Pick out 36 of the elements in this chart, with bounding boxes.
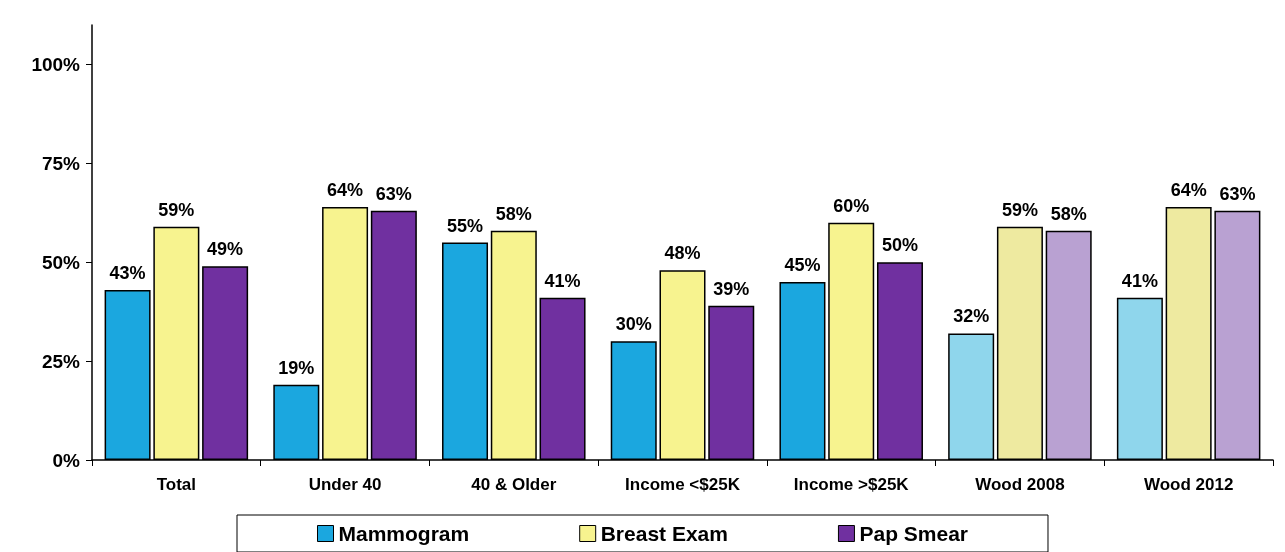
x-tick-label: 40 & Older bbox=[471, 475, 557, 494]
data-label: 59% bbox=[1001, 199, 1038, 220]
data-label: 45% bbox=[784, 255, 821, 276]
x-tick-label: Income <$25K bbox=[625, 475, 741, 494]
data-label: 30% bbox=[615, 314, 652, 335]
data-label: 32% bbox=[953, 306, 990, 327]
data-label: 49% bbox=[207, 239, 244, 260]
data-label: 41% bbox=[544, 270, 581, 291]
legend-label: Breast Exam bbox=[600, 522, 728, 545]
data-label: 43% bbox=[109, 262, 146, 283]
data-label: 60% bbox=[833, 195, 870, 216]
data-label: 63% bbox=[1219, 183, 1256, 204]
data-label: 50% bbox=[881, 235, 918, 256]
data-label: 48% bbox=[664, 243, 701, 264]
legend-label: Pap Smear bbox=[859, 522, 968, 545]
data-label: 41% bbox=[1121, 270, 1158, 291]
x-tick-label: Wood 2008 bbox=[975, 475, 1065, 494]
data-label: 58% bbox=[1050, 203, 1087, 224]
data-label: 19% bbox=[278, 357, 315, 378]
y-tick-label: 100% bbox=[31, 54, 81, 76]
data-label: 59% bbox=[158, 199, 195, 220]
x-tick-label: Income >$25K bbox=[793, 475, 910, 494]
x-tick-label: Under 40 bbox=[308, 475, 382, 494]
data-label: 55% bbox=[447, 215, 484, 236]
x-tick-label: Total bbox=[156, 475, 197, 494]
y-tick-label: 25% bbox=[41, 350, 81, 372]
y-tick-label: 75% bbox=[41, 152, 81, 174]
data-label: 58% bbox=[495, 203, 532, 224]
data-label: 39% bbox=[713, 278, 750, 299]
x-tick-label: Wood 2012 bbox=[1143, 475, 1234, 494]
y-tick-label: 50% bbox=[41, 251, 81, 273]
y-tick-label: 0% bbox=[52, 449, 81, 471]
data-label: 64% bbox=[1170, 179, 1207, 200]
legend-label: Mammogram bbox=[338, 522, 470, 545]
data-label: 63% bbox=[375, 183, 412, 204]
data-label: 64% bbox=[327, 179, 364, 200]
